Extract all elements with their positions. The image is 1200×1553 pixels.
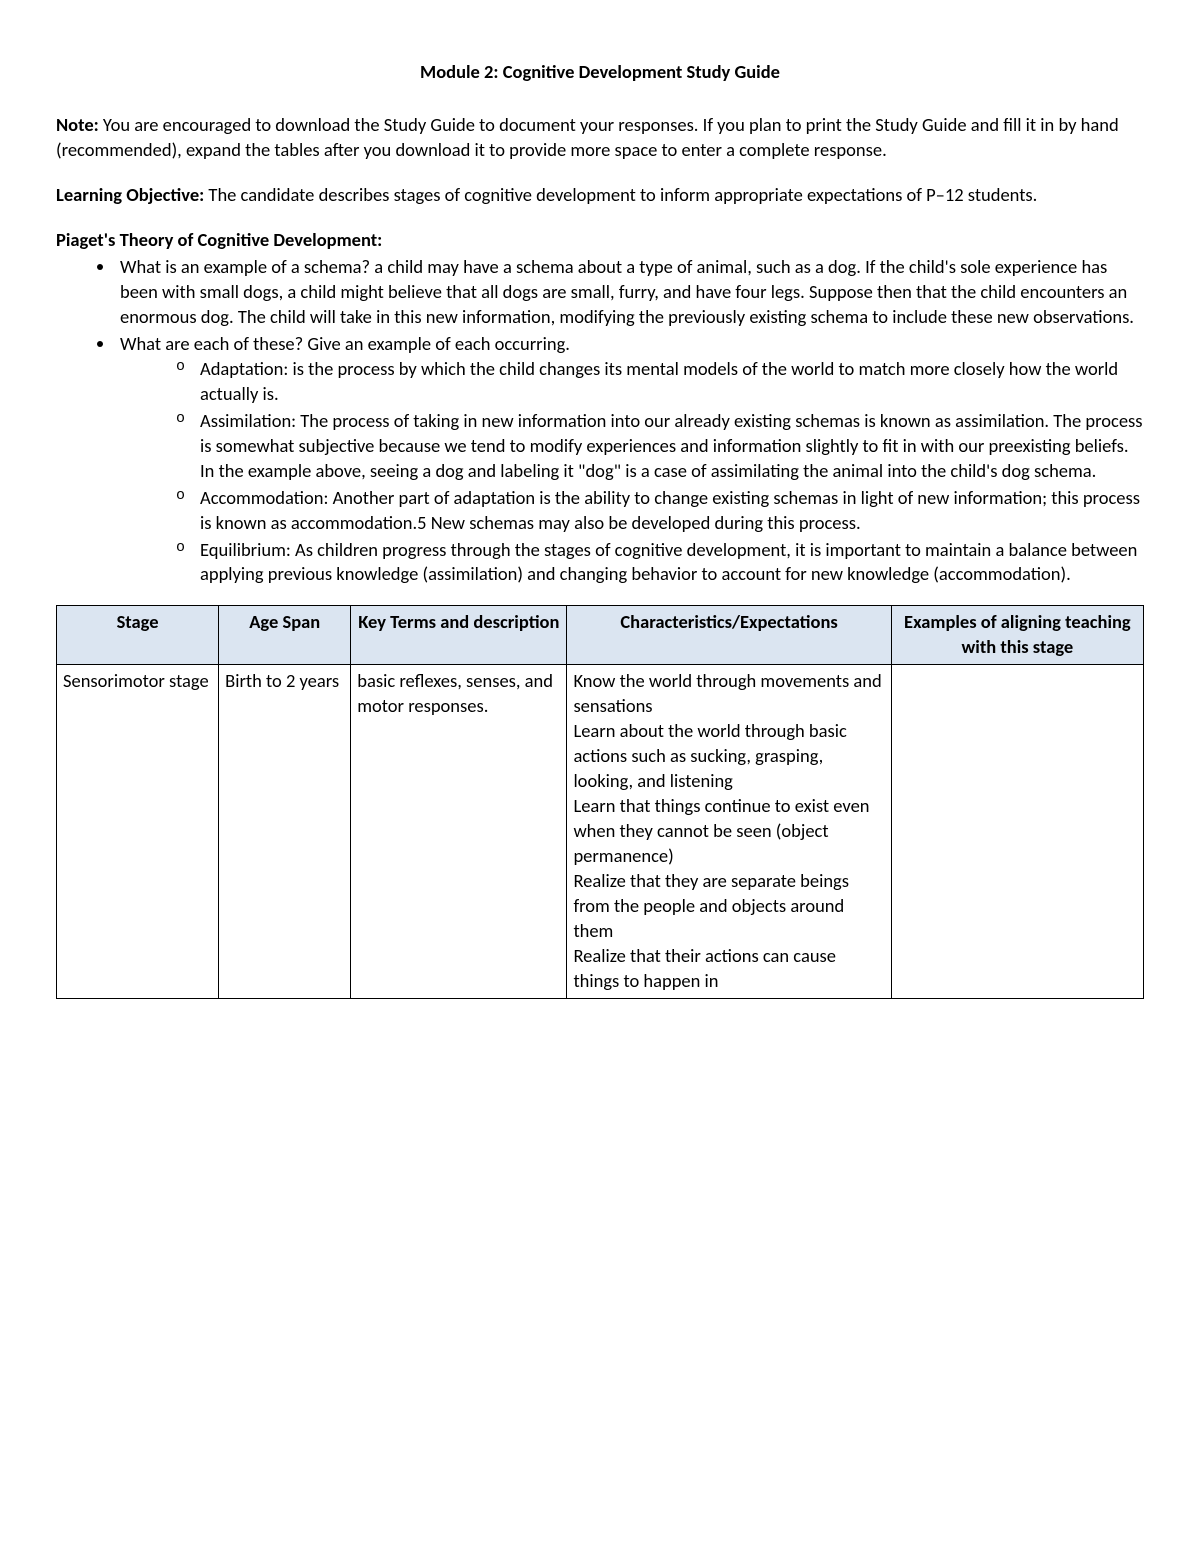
bullet-item: What are each of these? Give an example … xyxy=(116,332,1144,588)
sub-bullet-list: Adaptation: is the process by which the … xyxy=(120,357,1144,588)
cell-terms: basic reflexes, senses, and motor respon… xyxy=(351,665,567,999)
objective-paragraph: Learning Objective: The candidate descri… xyxy=(56,183,1144,208)
note-text: You are encouraged to download the Study… xyxy=(56,113,1119,161)
table-row: Sensorimotor stage Birth to 2 years basi… xyxy=(57,665,1144,999)
cell-age: Birth to 2 years xyxy=(219,665,351,999)
sub-bullet-item: Assimilation: The process of taking in n… xyxy=(176,409,1144,484)
objective-label: Learning Objective: xyxy=(56,183,204,206)
col-characteristics: Characteristics/Expectations xyxy=(567,606,891,665)
sub-bullet-item: Adaptation: is the process by which the … xyxy=(176,357,1144,407)
col-age: Age Span xyxy=(219,606,351,665)
objective-text: The candidate describes stages of cognit… xyxy=(204,183,1037,206)
col-stage: Stage xyxy=(57,606,219,665)
table-header-row: Stage Age Span Key Terms and description… xyxy=(57,606,1144,665)
stages-table: Stage Age Span Key Terms and description… xyxy=(56,605,1144,999)
note-paragraph: Note: You are encouraged to download the… xyxy=(56,113,1144,163)
bullet-text: What is an example of a schema? a child … xyxy=(120,255,1134,328)
piaget-heading: Piaget's Theory of Cognitive Development… xyxy=(56,228,1144,253)
cell-examples xyxy=(891,665,1143,999)
cell-stage: Sensorimotor stage xyxy=(57,665,219,999)
sub-bullet-item: Equilibrium: As children progress throug… xyxy=(176,538,1144,588)
col-examples: Examples of aligning teaching with this … xyxy=(891,606,1143,665)
note-label: Note: xyxy=(56,113,99,136)
col-terms: Key Terms and description xyxy=(351,606,567,665)
bullet-text: What are each of these? Give an example … xyxy=(120,332,570,355)
page-title: Module 2: Cognitive Development Study Gu… xyxy=(56,60,1144,85)
piaget-bullet-list: What is an example of a schema? a child … xyxy=(56,255,1144,588)
cell-characteristics: Know the world through movements and sen… xyxy=(567,665,891,999)
sub-bullet-item: Accommodation: Another part of adaptatio… xyxy=(176,486,1144,536)
bullet-item: What is an example of a schema? a child … xyxy=(116,255,1144,330)
